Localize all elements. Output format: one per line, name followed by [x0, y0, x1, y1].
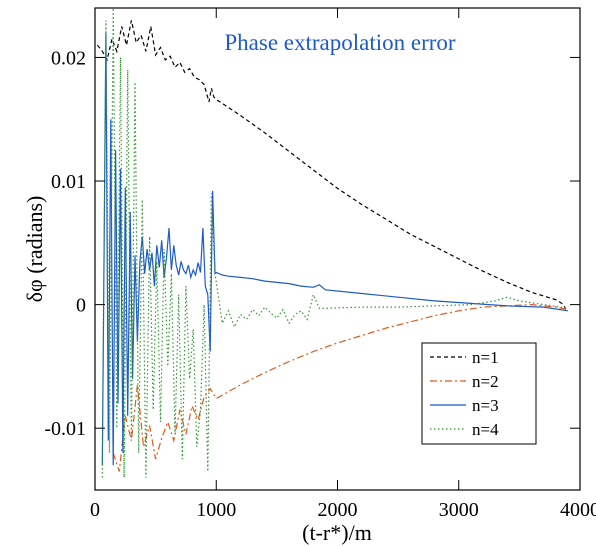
series-line-2 [112, 303, 569, 472]
y-tick-label: -0.01 [44, 418, 86, 440]
chart-title: Phase extrapolation error [224, 30, 456, 55]
legend-label-3: n=3 [472, 396, 499, 415]
series-layer [96, 8, 569, 478]
y-axis-label: δφ (radians) [22, 196, 47, 303]
series-line-1 [96, 20, 566, 309]
legend: n=1 n=2 n=3 n=4 [421, 342, 537, 445]
legend-label-4: n=4 [472, 420, 499, 439]
series-line-3 [101, 32, 568, 466]
x-tick-label: 1000 [196, 499, 236, 521]
y-tick-label: 0.01 [51, 171, 86, 193]
x-tick-label: 3000 [439, 499, 479, 521]
x-tick-label: 2000 [318, 499, 358, 521]
legend-label-1: n=1 [472, 348, 499, 367]
x-tick-label: 0 [90, 499, 100, 521]
y-tick-label: 0 [76, 295, 86, 317]
x-axis-label: (t-r*)/m [302, 520, 372, 545]
y-tick-label: 0.02 [51, 47, 86, 69]
x-tick-label: 4000 [560, 499, 596, 521]
legend-box [421, 342, 537, 445]
axis-layer: 0 1000 2000 3000 4000 -0.01 0 0.01 0.02 [44, 8, 596, 521]
legend-label-2: n=2 [472, 372, 499, 391]
